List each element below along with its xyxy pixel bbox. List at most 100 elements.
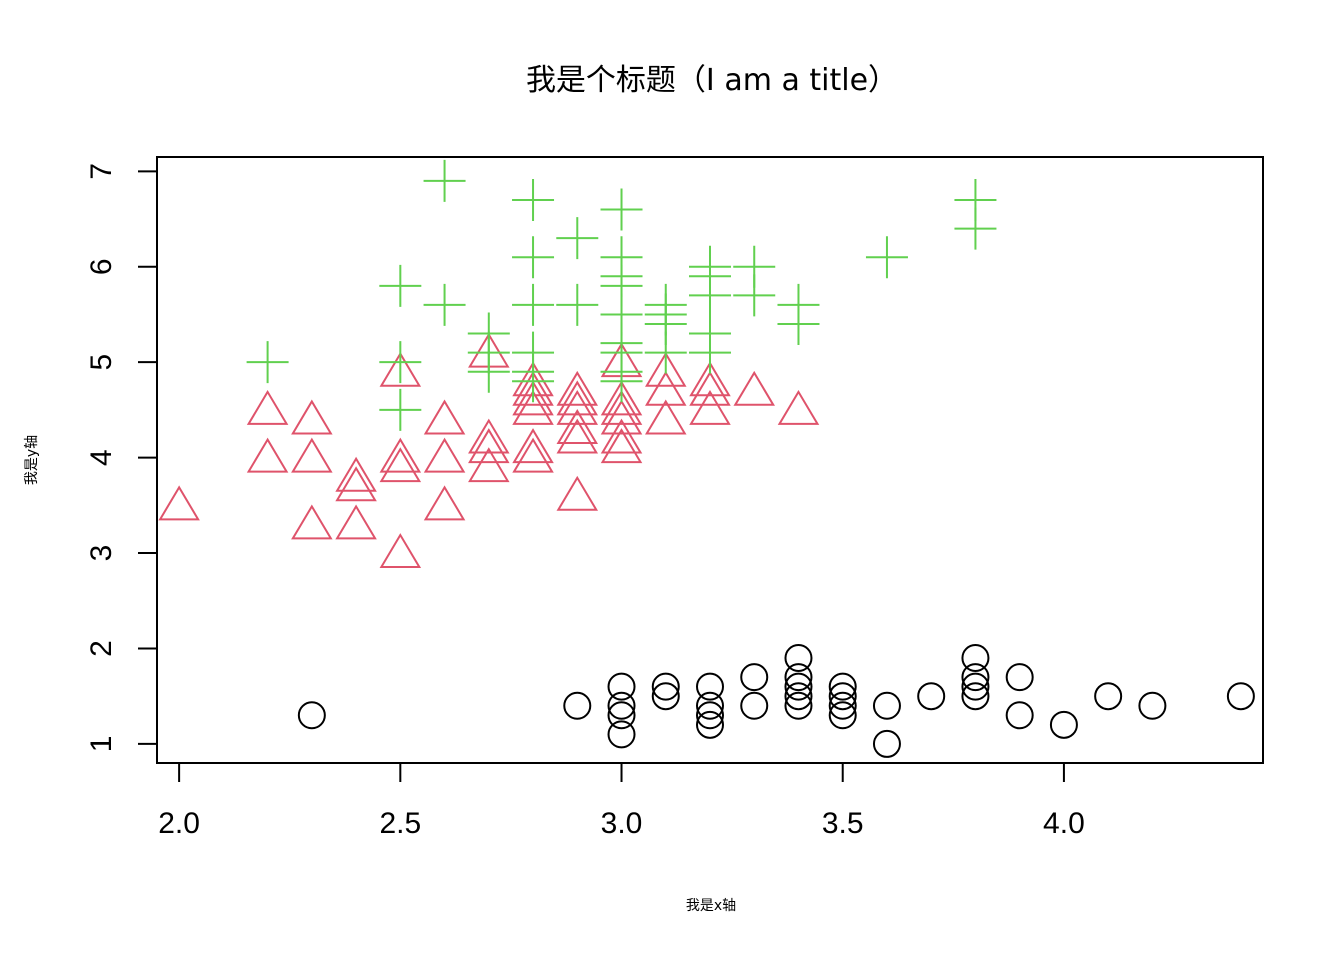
data-point-triangle xyxy=(512,428,554,464)
data-point-triangle xyxy=(335,504,377,540)
data-point-circle xyxy=(1005,663,1034,692)
data-point-triangle xyxy=(291,504,333,540)
data-point-triangle xyxy=(335,456,377,492)
y-tick-label: 5 xyxy=(85,354,118,371)
y-axis: 1 2 3 4 5 6 7 xyxy=(85,163,158,753)
data-point-triangle xyxy=(556,389,599,425)
y-tick-label: 2 xyxy=(85,640,118,657)
x-tick-label: 2.5 xyxy=(379,807,421,840)
data-point-plus xyxy=(467,350,510,393)
data-point-triangle xyxy=(379,447,422,483)
data-point-triangle xyxy=(600,389,643,425)
data-point-circle xyxy=(961,682,990,711)
x-tick-label: 3.0 xyxy=(601,807,643,840)
data-point-circle xyxy=(651,672,680,701)
data-point-plus xyxy=(512,360,555,403)
data-point-triangle xyxy=(379,437,422,473)
data-point-circle xyxy=(696,710,724,739)
data-point-triangle xyxy=(423,399,466,435)
data-point-triangle xyxy=(689,361,731,397)
data-point-circle xyxy=(784,691,813,720)
data-point-triangle xyxy=(335,466,377,502)
data-point-circle xyxy=(607,691,636,720)
y-axis-label: 我是y轴 xyxy=(24,435,40,485)
data-point-triangle xyxy=(379,351,422,387)
data-point-plus xyxy=(379,388,422,431)
data-point-triangle xyxy=(468,447,510,483)
data-point-triangle xyxy=(246,389,289,425)
data-point-triangle xyxy=(291,399,333,435)
data-point-circle xyxy=(961,644,990,673)
data-point-circle xyxy=(607,720,636,749)
data-point-triangle xyxy=(556,409,599,444)
data-point-circle xyxy=(696,672,724,701)
data-point-triangle xyxy=(556,380,599,416)
data-point-triangle xyxy=(645,399,687,435)
data-point-plus xyxy=(512,283,555,326)
data-point-plus xyxy=(600,188,643,231)
data-point-triangle xyxy=(512,389,554,425)
data-point-circle xyxy=(828,682,857,711)
data-point-triangle xyxy=(600,428,643,464)
data-point-triangle xyxy=(556,370,599,406)
data-point-plus xyxy=(644,331,687,374)
data-point-triangle xyxy=(468,428,510,464)
data-point-circle xyxy=(784,672,813,701)
data-point-triangle xyxy=(512,370,554,406)
data-point-triangle xyxy=(379,533,422,569)
data-point-circle xyxy=(784,663,813,692)
data-point-circle xyxy=(1226,682,1255,711)
data-point-triangle xyxy=(512,437,554,473)
data-point-circle xyxy=(1138,691,1167,720)
data-point-plus xyxy=(954,207,997,250)
data-points xyxy=(158,159,1255,758)
data-point-circle xyxy=(1094,682,1123,711)
data-point-circle xyxy=(917,682,946,711)
data-point-circle xyxy=(651,682,680,711)
data-point-circle xyxy=(828,672,857,701)
data-point-triangle xyxy=(468,418,510,454)
data-point-triangle xyxy=(600,418,643,454)
data-point-plus xyxy=(512,178,555,221)
data-point-plus xyxy=(423,159,466,202)
data-point-triangle xyxy=(733,370,775,406)
data-point-plus xyxy=(379,341,422,384)
data-point-plus xyxy=(865,236,908,279)
x-tick-label: 4.0 xyxy=(1043,807,1085,840)
data-point-plus xyxy=(689,274,731,317)
data-point-circle xyxy=(961,672,990,701)
data-point-triangle xyxy=(423,485,466,521)
data-point-plus xyxy=(777,303,820,346)
y-tick-label: 7 xyxy=(85,163,118,180)
data-point-circle xyxy=(607,701,636,730)
data-point-circle xyxy=(297,701,326,730)
data-point-circle xyxy=(828,701,857,730)
data-point-triangle xyxy=(158,485,200,521)
data-point-circle xyxy=(784,644,813,673)
data-point-triangle xyxy=(777,389,820,425)
data-point-circle xyxy=(784,682,813,711)
data-point-plus xyxy=(733,274,776,317)
x-axis-label: 我是x轴 xyxy=(686,898,736,914)
data-point-triangle xyxy=(423,437,466,473)
data-point-triangle xyxy=(556,475,599,511)
data-point-triangle xyxy=(689,370,731,406)
data-point-circle xyxy=(740,663,769,692)
data-point-circle xyxy=(872,691,901,720)
data-point-triangle xyxy=(246,437,289,473)
chart-title: 我是个标题（I am a title） xyxy=(526,63,898,98)
x-axis: 2.0 2.5 3.0 3.5 4.0 xyxy=(158,762,1085,840)
data-point-plus xyxy=(379,264,422,307)
data-point-plus xyxy=(600,360,643,403)
y-tick-label: 6 xyxy=(85,258,118,275)
data-point-triangle xyxy=(512,380,554,416)
y-tick-label: 3 xyxy=(85,545,118,562)
data-point-triangle xyxy=(556,418,599,454)
data-point-triangle xyxy=(645,351,687,387)
data-point-plus xyxy=(512,236,555,279)
data-point-triangle xyxy=(291,437,333,473)
data-point-circle xyxy=(828,691,857,720)
data-point-plus xyxy=(689,331,731,374)
y-tick-label: 1 xyxy=(85,736,118,753)
